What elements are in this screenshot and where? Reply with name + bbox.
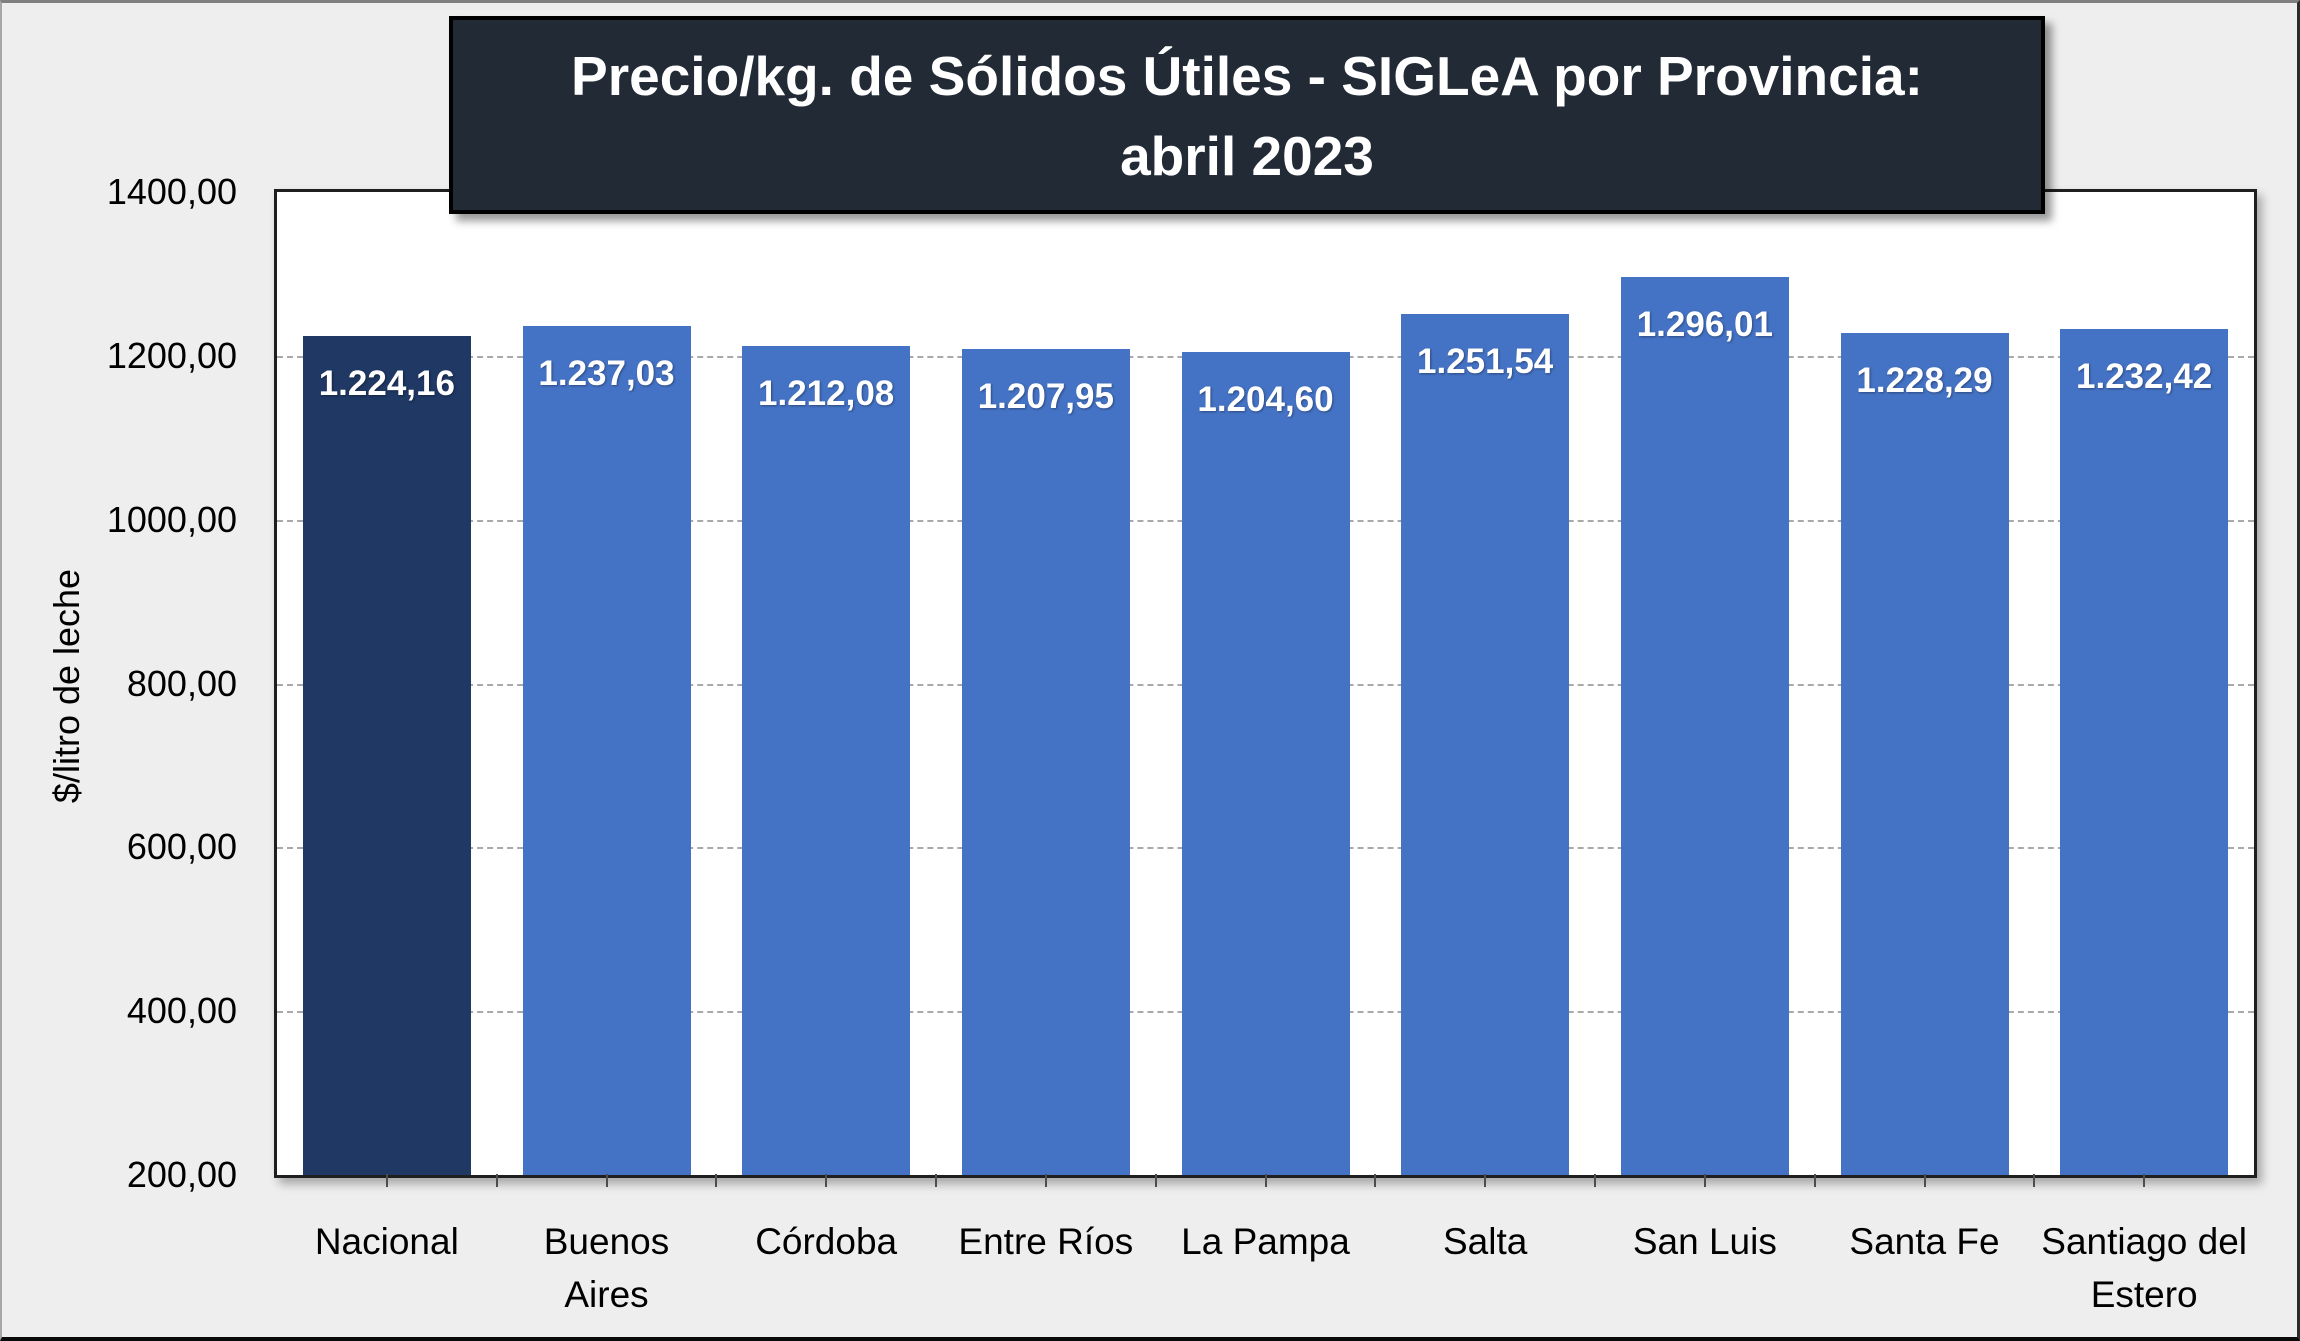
bar-value-label: 1.212,08 <box>758 373 895 413</box>
x-axis-tick <box>385 1174 388 1187</box>
x-axis-category-label-entre-ríos: Entre Ríos <box>958 1221 1134 1262</box>
x-axis-tick <box>495 1174 498 1187</box>
y-axis-tick-label-400: 400,00 <box>126 990 237 1032</box>
bar-santa-fe: 1.228,29 <box>1840 332 2009 1175</box>
bar-buenos-aires: 1.237,03 <box>522 325 691 1175</box>
x-axis-category-label-la-pampa: La Pampa <box>1181 1221 1350 1262</box>
x-axis-category-label-nacional: Nacional <box>314 1221 459 1262</box>
bar-la-pampa: 1.204,60 <box>1181 352 1350 1175</box>
x-axis-tick <box>2033 1174 2036 1187</box>
x-axis-tick <box>1923 1174 1926 1187</box>
x-axis-tick <box>825 1174 828 1187</box>
y-axis-tick-label-600: 600,00 <box>126 826 237 868</box>
y-axis-tick-label-800: 800,00 <box>126 662 237 704</box>
chart-title-line-1: Precio/kg. de Sólidos Útiles - SIGLeA po… <box>571 45 1923 107</box>
x-axis-tick <box>1484 1174 1487 1187</box>
y-axis-tick-label-200: 200,00 <box>126 1154 237 1195</box>
x-axis-category-label-santa-fe: Santa Fe <box>1849 1221 2000 1262</box>
bar-salta: 1.251,54 <box>1401 313 1570 1175</box>
plot-inner: 1.224,16 1.237,03 1.212,08 1.207,95 1.204,60… <box>277 192 2254 1187</box>
bar-value-label: 1.224,16 <box>318 364 455 404</box>
x-axis-tick <box>935 1174 937 1187</box>
plot-area: 1.224,16 1.237,03 1.212,08 1.207,95 1.204,60… <box>274 189 2257 1187</box>
x-axis-category-label-salta: Salta <box>1442 1221 1528 1262</box>
x-axis-tick <box>1813 1174 1816 1187</box>
x-axis-tick <box>605 1174 608 1187</box>
x-axis-tick <box>2143 1174 2146 1187</box>
y-axis-tick-label-1000: 1000,00 <box>106 498 237 540</box>
x-axis-tick <box>715 1174 718 1187</box>
bar-córdoba: 1.212,08 <box>742 345 911 1175</box>
x-axis-tick <box>1374 1174 1377 1187</box>
x-axis-tick <box>1264 1174 1267 1187</box>
bar-entre-ríos: 1.207,95 <box>961 349 1130 1175</box>
bar-santiago-del-estero: 1.232,42 <box>2060 329 2229 1175</box>
bar-value-label: 1.251,54 <box>1417 341 1554 381</box>
bar-value-label: 1.207,95 <box>977 377 1114 417</box>
x-axis-tick <box>1594 1174 1596 1187</box>
bar-value-label: 1.296,01 <box>1636 305 1773 345</box>
y-axis-tick-label-1400: 1400,00 <box>106 171 237 212</box>
bar-value-label: 1.237,03 <box>538 353 675 393</box>
x-axis-tick <box>1703 1174 1706 1187</box>
x-axis-tick <box>1044 1174 1047 1187</box>
y-axis-tick-label-1200: 1200,00 <box>106 334 237 376</box>
bar-value-label: 1.232,42 <box>2076 357 2213 397</box>
x-axis-category-label-buenos-aires: Buenos Aires <box>543 1221 670 1315</box>
x-axis-category-label-san-luis: San Luis <box>1632 1221 1777 1262</box>
bar-value-label: 1.204,60 <box>1197 380 1334 420</box>
bar-value-label: 1.228,29 <box>1856 360 1993 400</box>
chart-title-line-2: abril 2023 <box>1120 125 1374 187</box>
x-axis-category-label-santiago-del-estero: Santiago del Estero <box>2041 1221 2248 1315</box>
x-axis-category-label-córdoba: Córdoba <box>755 1221 898 1262</box>
bar-san-luis: 1.296,01 <box>1620 277 1789 1175</box>
y-axis-title: $/litro de leche <box>46 568 87 804</box>
bar-nacional: 1.224,16 <box>302 336 471 1175</box>
chart-title-box: Precio/kg. de Sólidos Útiles - SIGLeA po… <box>449 16 2045 214</box>
x-axis-tick <box>1154 1174 1157 1187</box>
